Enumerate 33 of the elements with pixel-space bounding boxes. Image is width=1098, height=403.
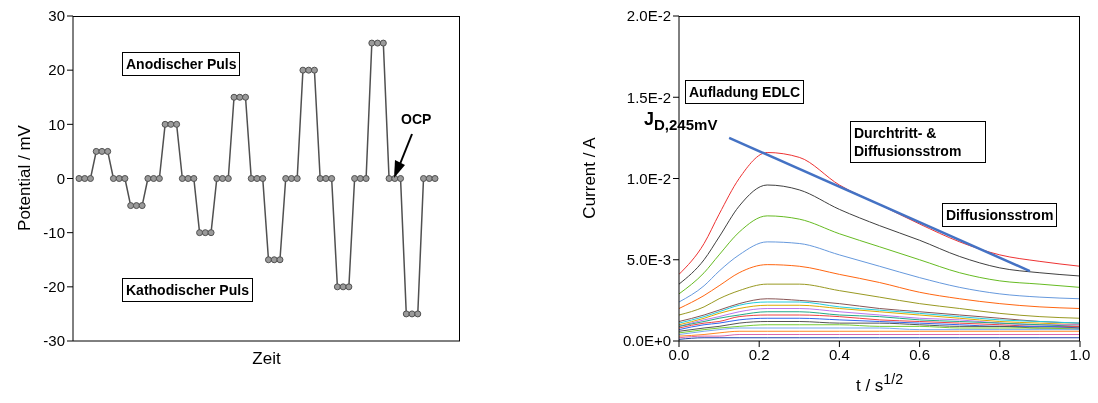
- x-tick-label: 0.2: [748, 345, 770, 363]
- y-tick-label: 2.0E-2: [626, 7, 671, 25]
- annotation: J$_{D,245mV}$: [644, 109, 718, 134]
- x-tick-label: 0.8: [989, 345, 1011, 363]
- annotation: Diffusionsstrom: [942, 203, 1058, 227]
- y-tick-label: 1.0E-2: [626, 169, 671, 187]
- y-tick-label: 0: [56, 169, 65, 187]
- x-axis-title: t / s$^{1/2}$: [854, 371, 905, 396]
- x-tick-label: 0.4: [828, 345, 850, 363]
- y-tick-label: 30: [48, 7, 65, 25]
- y-tick-label: 20: [48, 61, 65, 79]
- y-tick-label: 1.5E-2: [626, 88, 671, 106]
- annotation: Kathodischer Puls: [122, 278, 253, 302]
- y-tick-label: 10: [48, 115, 65, 133]
- x-tick-label: 1.0: [1069, 345, 1091, 363]
- x-tick-label: 0.0: [668, 345, 690, 363]
- y-tick-label: -20: [43, 278, 65, 296]
- x-axis-title: Zeit: [251, 349, 282, 369]
- y-axis-title: Current / A: [580, 135, 600, 221]
- line-series: [679, 184, 1080, 285]
- y-tick-label: -10: [43, 223, 65, 241]
- y-axis-title: Potential / mV: [15, 123, 35, 233]
- y-tick-label: 0.0E+0: [623, 332, 671, 350]
- annotation: OCP: [401, 110, 432, 128]
- y-tick-label: 5.0E-3: [626, 251, 671, 269]
- line-series: [679, 264, 1080, 309]
- annotation: Aufladung EDLC: [685, 80, 805, 104]
- x-tick-label: 0.6: [909, 345, 931, 363]
- line-series: [679, 241, 1080, 303]
- annotation: Anodischer Puls: [122, 52, 241, 76]
- line-series: [679, 283, 1080, 319]
- annotation: Durchtritt- & Diffusionsstrom: [850, 121, 986, 163]
- y-tick-label: -30: [43, 332, 65, 350]
